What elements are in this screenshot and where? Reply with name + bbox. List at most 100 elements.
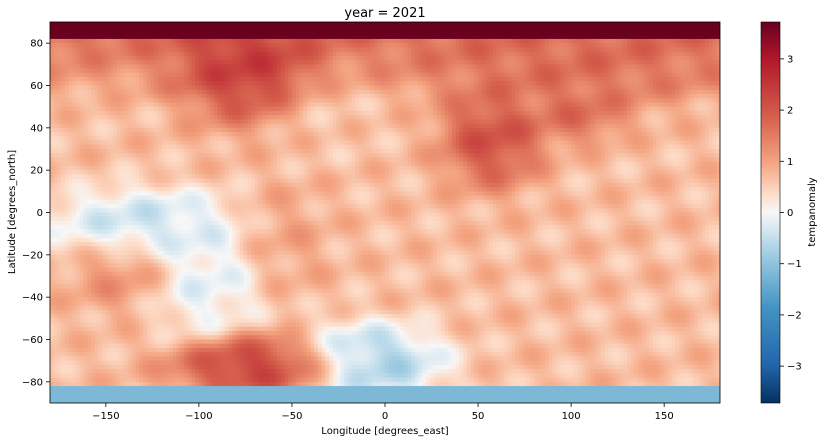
- heatmap-cell: [649, 132, 654, 137]
- heatmap-cell: [608, 85, 613, 91]
- heatmap-cell: [131, 136, 137, 142]
- heatmap-cell: [154, 64, 159, 70]
- heatmap-cell: [705, 77, 710, 82]
- heatmap-cell: [239, 81, 245, 87]
- heatmap-cell: [664, 68, 669, 74]
- heatmap-cell: [545, 43, 550, 48]
- heatmap-cell: [120, 119, 126, 125]
- heatmap-cell: [649, 64, 654, 70]
- heatmap-cell: [340, 43, 345, 48]
- heatmap-cell: [634, 85, 639, 91]
- heatmap-cell: [347, 30, 353, 36]
- heatmap-cell: [559, 30, 565, 36]
- heatmap-cell: [53, 43, 59, 48]
- heatmap-cell: [284, 127, 289, 133]
- heatmap-cell: [299, 93, 304, 99]
- heatmap-cell: [210, 30, 215, 36]
- heatmap-cell: [641, 22, 647, 27]
- heatmap-cell: [340, 26, 345, 32]
- heatmap-cell: [414, 64, 420, 70]
- heatmap-cell: [362, 38, 367, 44]
- heatmap-cell: [358, 136, 364, 142]
- heatmap-cell: [675, 47, 680, 53]
- heatmap-cell: [131, 115, 137, 120]
- heatmap-cell: [608, 72, 613, 78]
- heatmap-cell: [176, 38, 181, 44]
- heatmap-cell: [362, 115, 367, 120]
- heatmap-cell: [660, 22, 665, 27]
- heatmap-cell: [522, 26, 528, 32]
- heatmap-cell: [623, 64, 628, 70]
- heatmap-cell: [474, 22, 479, 27]
- heatmap-cell: [392, 38, 397, 44]
- heatmap-cell: [623, 98, 628, 104]
- heatmap-cell: [68, 81, 73, 87]
- heatmap-cell: [619, 55, 624, 61]
- heatmap-cell: [388, 64, 394, 70]
- heatmap-cell: [310, 51, 315, 57]
- heatmap-cell: [496, 64, 501, 70]
- heatmap-cell: [526, 93, 531, 99]
- heatmap-cell: [195, 55, 200, 61]
- heatmap-cell: [150, 115, 155, 120]
- heatmap-cell: [593, 22, 598, 27]
- heatmap-cell: [131, 127, 137, 133]
- heatmap-cell: [574, 77, 580, 82]
- heatmap-cell: [295, 72, 300, 78]
- heatmap-cell: [619, 68, 624, 74]
- heatmap-cell: [407, 89, 412, 95]
- heatmap-cell: [411, 68, 416, 74]
- heatmap-cell: [344, 119, 349, 125]
- heatmap-cell: [310, 30, 315, 36]
- heatmap-cell: [392, 22, 397, 27]
- heatmap-cell: [277, 26, 282, 32]
- heatmap-cell: [485, 132, 490, 137]
- heatmap-cell: [537, 106, 542, 112]
- heatmap-cell: [258, 22, 263, 27]
- heatmap-cell: [645, 127, 650, 133]
- heatmap-cell: [429, 123, 434, 129]
- heatmap-cell: [407, 77, 412, 82]
- heatmap-cell: [94, 51, 99, 57]
- heatmap-cell: [548, 72, 554, 78]
- heatmap-cell: [582, 47, 587, 53]
- heatmap-cell: [109, 93, 114, 99]
- heatmap-cell: [712, 47, 717, 53]
- heatmap-cell: [697, 22, 702, 27]
- heatmap-cell: [671, 106, 676, 112]
- heatmap-cell: [608, 93, 613, 99]
- heatmap-cell: [481, 110, 487, 116]
- heatmap-cell: [526, 102, 531, 108]
- heatmap-cell: [459, 102, 464, 108]
- heatmap-cell: [79, 136, 85, 142]
- heatmap-cell: [452, 102, 457, 108]
- heatmap-cell: [697, 68, 702, 74]
- chart-title: year = 2021: [344, 6, 425, 21]
- heatmap-cell: [370, 47, 375, 53]
- heatmap-cell: [210, 123, 215, 129]
- heatmap-cell: [481, 47, 487, 53]
- heatmap-cell: [541, 136, 546, 142]
- heatmap-cell: [433, 119, 438, 125]
- heatmap-cell: [273, 132, 278, 137]
- heatmap-cell: [604, 119, 609, 125]
- heatmap-cell: [310, 102, 315, 108]
- heatmap-cell: [310, 85, 315, 91]
- heatmap-cell: [176, 123, 181, 129]
- heatmap-cell: [318, 55, 323, 61]
- heatmap-cell: [109, 47, 114, 53]
- heatmap-cell: [507, 93, 513, 99]
- heatmap-cell: [318, 81, 323, 87]
- heatmap-cell: [79, 68, 85, 74]
- heatmap-cell: [649, 81, 654, 87]
- heatmap-cell: [291, 26, 297, 32]
- heatmap-cell: [366, 77, 371, 82]
- heatmap-cell: [72, 102, 77, 108]
- heatmap-cell: [198, 93, 204, 99]
- heatmap-cell: [373, 43, 379, 48]
- heatmap-cell: [533, 81, 539, 87]
- heatmap-cell: [124, 119, 129, 125]
- heatmap-cell: [403, 60, 408, 65]
- heatmap-cell: [600, 123, 606, 129]
- heatmap-cell: [693, 64, 699, 70]
